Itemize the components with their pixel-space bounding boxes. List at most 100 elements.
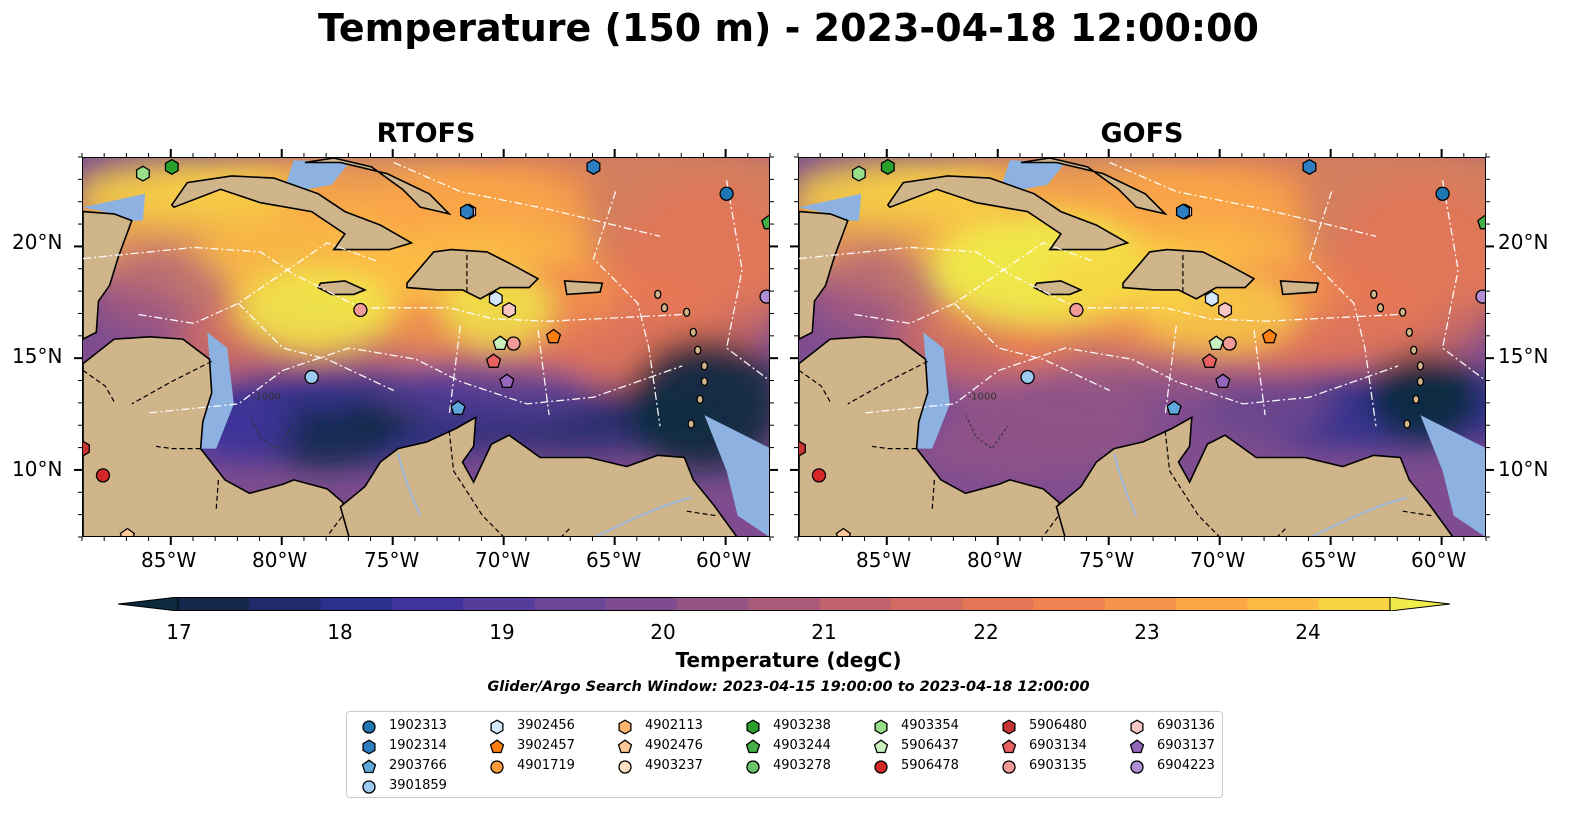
x-tick-label-gofs: 80°W bbox=[967, 548, 1023, 572]
float-marker-6903135 bbox=[1222, 336, 1237, 351]
float-marker-6903135 bbox=[1069, 302, 1084, 318]
landmass bbox=[799, 210, 849, 340]
float-marker-6903134 bbox=[485, 353, 502, 368]
gofs-panel-title: GOFS bbox=[1100, 118, 1184, 149]
float-marker-3902456 bbox=[488, 290, 503, 307]
float-marker-4902476 bbox=[835, 527, 852, 536]
colorbar-label: Temperature (degC) bbox=[675, 648, 902, 672]
landmass bbox=[563, 280, 604, 296]
float-marker-2903766 bbox=[450, 400, 466, 415]
colorbar-tick: 21 bbox=[811, 620, 837, 644]
legend: 1902313 1902314 2903766 3901859 3902456 39024… bbox=[346, 711, 1223, 798]
landmass bbox=[170, 175, 414, 251]
float-marker-6903136 bbox=[502, 301, 517, 319]
landmass bbox=[886, 175, 1130, 251]
legend-label: 4902113 bbox=[645, 718, 703, 733]
landmass bbox=[317, 280, 367, 296]
float-marker-1902313 bbox=[1435, 186, 1450, 201]
contour-label: -1000 bbox=[968, 391, 997, 402]
float-marker-4902113 bbox=[618, 719, 632, 735]
float-marker-3902457 bbox=[1261, 328, 1278, 344]
x-tick-label-gofs: 60°W bbox=[1411, 548, 1467, 572]
landmass bbox=[1122, 248, 1256, 300]
float-marker-5906480 bbox=[1002, 719, 1016, 735]
float-marker-4903237 bbox=[618, 760, 632, 774]
float-marker-6903136 bbox=[1130, 719, 1144, 735]
rtofs-map: -1000 bbox=[82, 157, 770, 537]
float-marker-6903135 bbox=[353, 302, 368, 318]
legend-label: 2903766 bbox=[389, 758, 447, 773]
legend-label: 3902456 bbox=[517, 718, 575, 733]
float-marker-5906480 bbox=[83, 440, 90, 457]
float-marker-6903134 bbox=[1001, 739, 1017, 754]
colorbar-tick: 22 bbox=[973, 620, 999, 644]
contour-label: -1000 bbox=[252, 391, 281, 402]
legend-label: 6903137 bbox=[1157, 738, 1215, 753]
float-marker-5906437 bbox=[873, 739, 889, 754]
float-marker-4903354 bbox=[851, 165, 866, 182]
x-tick-label-gofs: 85°W bbox=[856, 548, 912, 572]
float-marker-3902456 bbox=[490, 719, 504, 735]
float-marker-4902476 bbox=[617, 739, 633, 754]
legend-label: 4902476 bbox=[645, 738, 703, 753]
colorbar-tick: 19 bbox=[489, 620, 515, 644]
y-tick-label-right: 10°N bbox=[1498, 457, 1549, 481]
float-marker-1902314 bbox=[1302, 158, 1317, 175]
rtofs-panel-title: RTOFS bbox=[376, 118, 476, 149]
float-marker-5906478 bbox=[874, 760, 888, 774]
float-marker-6903137 bbox=[1215, 373, 1231, 389]
x-tick-label-rtofs: 80°W bbox=[252, 548, 308, 572]
float-marker-4903244 bbox=[1477, 214, 1485, 230]
float-marker-6904223 bbox=[759, 289, 769, 304]
float-marker-4903238 bbox=[880, 158, 895, 175]
legend-label: 3902457 bbox=[517, 738, 575, 753]
float-marker-3902457 bbox=[489, 739, 505, 754]
float-marker-2903766 bbox=[361, 759, 377, 774]
y-tick-label-left: 10°N bbox=[12, 457, 63, 481]
float-marker-6903137 bbox=[1129, 739, 1145, 754]
colorbar-tick: 20 bbox=[650, 620, 676, 644]
colorbar-tick: 17 bbox=[166, 620, 192, 644]
y-tick-label-right: 15°N bbox=[1498, 344, 1549, 368]
landmass bbox=[1020, 158, 1168, 216]
landmass bbox=[1055, 415, 1454, 536]
float-marker-1902314 bbox=[1175, 203, 1190, 220]
legend-label: 4903237 bbox=[645, 758, 703, 773]
x-tick-label-rtofs: 85°W bbox=[141, 548, 197, 572]
legend-label: 1902313 bbox=[389, 718, 447, 733]
legend-label: 5906437 bbox=[901, 738, 959, 753]
x-tick-label-rtofs: 70°W bbox=[475, 548, 531, 572]
float-marker-1902314 bbox=[586, 158, 601, 175]
colorbar-tick: 23 bbox=[1134, 620, 1160, 644]
float-marker-5906478 bbox=[95, 468, 111, 483]
float-marker-1902313 bbox=[719, 186, 734, 201]
gofs-map: -1000 bbox=[798, 157, 1486, 537]
x-tick-label-gofs: 65°W bbox=[1301, 548, 1357, 572]
search-window-text: Glider/Argo Search Window: 2023-04-15 19… bbox=[487, 679, 1090, 695]
colorbar-tick: 18 bbox=[327, 620, 353, 644]
landmass bbox=[1033, 280, 1083, 296]
float-marker-5906478 bbox=[811, 468, 827, 483]
float-marker-6903137 bbox=[499, 373, 515, 389]
float-marker-4903354 bbox=[874, 719, 888, 735]
x-tick-label-gofs: 70°W bbox=[1190, 548, 1246, 572]
landmass bbox=[304, 158, 452, 216]
legend-label: 6903134 bbox=[1029, 738, 1087, 753]
legend-label: 6903135 bbox=[1029, 758, 1087, 773]
float-marker-4903238 bbox=[746, 719, 760, 735]
float-marker-4903278 bbox=[746, 760, 760, 774]
float-marker-4903354 bbox=[135, 165, 150, 182]
x-tick-label-rtofs: 60°W bbox=[696, 548, 752, 572]
landmass bbox=[339, 415, 738, 536]
float-marker-1902313 bbox=[362, 720, 376, 734]
legend-label: 3901859 bbox=[389, 778, 447, 793]
legend-label: 6903136 bbox=[1157, 718, 1215, 733]
float-marker-4903244 bbox=[745, 739, 761, 754]
float-marker-3901859 bbox=[1020, 369, 1035, 385]
landmass bbox=[83, 210, 133, 340]
float-marker-4903238 bbox=[164, 158, 179, 175]
float-marker-6903134 bbox=[1201, 353, 1218, 368]
y-tick-label-left: 15°N bbox=[12, 344, 63, 368]
y-tick-label-right: 20°N bbox=[1498, 230, 1549, 254]
legend-label: 5906480 bbox=[1029, 718, 1087, 733]
